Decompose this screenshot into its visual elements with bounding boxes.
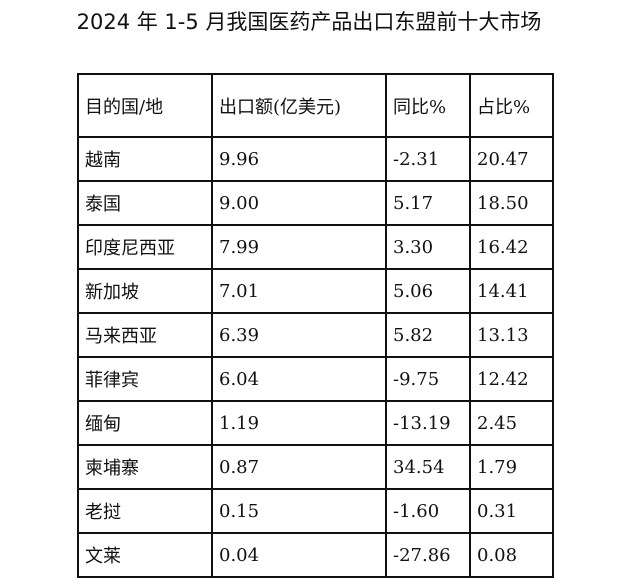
share-cell: 18.50 bbox=[469, 180, 554, 226]
yoy-change-cell: -13.19 bbox=[385, 400, 471, 446]
export-value-cell: 0.04 bbox=[211, 532, 387, 578]
table-row: 老挝 0.15 -1.60 0.31 bbox=[77, 488, 554, 534]
table-row: 菲律宾 6.04 -9.75 12.42 bbox=[77, 356, 554, 402]
destination-cell: 马来西亚 bbox=[77, 312, 213, 358]
table-row: 越南 9.96 -2.31 20.47 bbox=[77, 136, 554, 182]
share-cell: 16.42 bbox=[469, 224, 554, 270]
table-row: 新加坡 7.01 5.06 14.41 bbox=[77, 268, 554, 314]
share-cell: 2.45 bbox=[469, 400, 554, 446]
column-header-destination: 目的国/地 bbox=[77, 73, 213, 138]
destination-cell: 柬埔寨 bbox=[77, 444, 213, 490]
column-header-share: 占比% bbox=[469, 73, 554, 138]
table-row: 马来西亚 6.39 5.82 13.13 bbox=[77, 312, 554, 358]
share-cell: 0.08 bbox=[469, 532, 554, 578]
destination-cell: 老挝 bbox=[77, 488, 213, 534]
destination-cell: 印度尼西亚 bbox=[77, 224, 213, 270]
export-markets-table: 目的国/地 出口额(亿美元) 同比% 占比% 越南 9.96 -2.31 20.… bbox=[77, 73, 554, 578]
share-cell: 13.13 bbox=[469, 312, 554, 358]
destination-cell: 泰国 bbox=[77, 180, 213, 226]
destination-cell: 越南 bbox=[77, 136, 213, 182]
export-value-cell: 0.87 bbox=[211, 444, 387, 490]
share-cell: 0.31 bbox=[469, 488, 554, 534]
yoy-change-cell: -27.86 bbox=[385, 532, 471, 578]
export-value-cell: 6.04 bbox=[211, 356, 387, 402]
yoy-change-cell: -1.60 bbox=[385, 488, 471, 534]
yoy-change-cell: 5.17 bbox=[385, 180, 471, 226]
destination-cell: 文莱 bbox=[77, 532, 213, 578]
share-cell: 20.47 bbox=[469, 136, 554, 182]
yoy-change-cell: 5.82 bbox=[385, 312, 471, 358]
column-header-export-value: 出口额(亿美元) bbox=[211, 73, 387, 138]
column-header-yoy-change: 同比% bbox=[385, 73, 471, 138]
export-value-cell: 7.99 bbox=[211, 224, 387, 270]
share-cell: 1.79 bbox=[469, 444, 554, 490]
export-value-cell: 9.00 bbox=[211, 180, 387, 226]
table-row: 文莱 0.04 -27.86 0.08 bbox=[77, 532, 554, 578]
export-value-cell: 7.01 bbox=[211, 268, 387, 314]
yoy-change-cell: 5.06 bbox=[385, 268, 471, 314]
destination-cell: 新加坡 bbox=[77, 268, 213, 314]
yoy-change-cell: 3.30 bbox=[385, 224, 471, 270]
yoy-change-cell: -9.75 bbox=[385, 356, 471, 402]
share-cell: 12.42 bbox=[469, 356, 554, 402]
table-row: 柬埔寨 0.87 34.54 1.79 bbox=[77, 444, 554, 490]
yoy-change-cell: -2.31 bbox=[385, 136, 471, 182]
table-row: 缅甸 1.19 -13.19 2.45 bbox=[77, 400, 554, 446]
export-value-cell: 9.96 bbox=[211, 136, 387, 182]
export-value-cell: 6.39 bbox=[211, 312, 387, 358]
export-value-cell: 1.19 bbox=[211, 400, 387, 446]
table-header-row: 目的国/地 出口额(亿美元) 同比% 占比% bbox=[77, 73, 554, 138]
table-row: 泰国 9.00 5.17 18.50 bbox=[77, 180, 554, 226]
destination-cell: 缅甸 bbox=[77, 400, 213, 446]
export-value-cell: 0.15 bbox=[211, 488, 387, 534]
page-title: 2024 年 1-5 月我国医药产品出口东盟前十大市场 bbox=[76, 10, 542, 34]
destination-cell: 菲律宾 bbox=[77, 356, 213, 402]
table-row: 印度尼西亚 7.99 3.30 16.42 bbox=[77, 224, 554, 270]
share-cell: 14.41 bbox=[469, 268, 554, 314]
yoy-change-cell: 34.54 bbox=[385, 444, 471, 490]
